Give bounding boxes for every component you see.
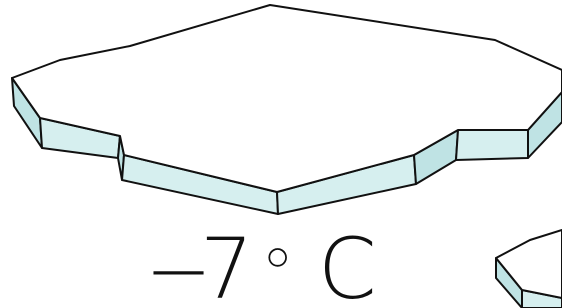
slab-side xyxy=(456,130,528,160)
temperature-degree: ○ xyxy=(265,231,290,280)
temperature-unit: C xyxy=(318,220,377,308)
slab-top xyxy=(12,5,562,192)
ice-slab-small xyxy=(496,230,562,308)
illustration: − 7 ○ C xyxy=(0,0,562,308)
temperature-value: 7 xyxy=(200,220,253,308)
ice-slab xyxy=(12,5,562,214)
